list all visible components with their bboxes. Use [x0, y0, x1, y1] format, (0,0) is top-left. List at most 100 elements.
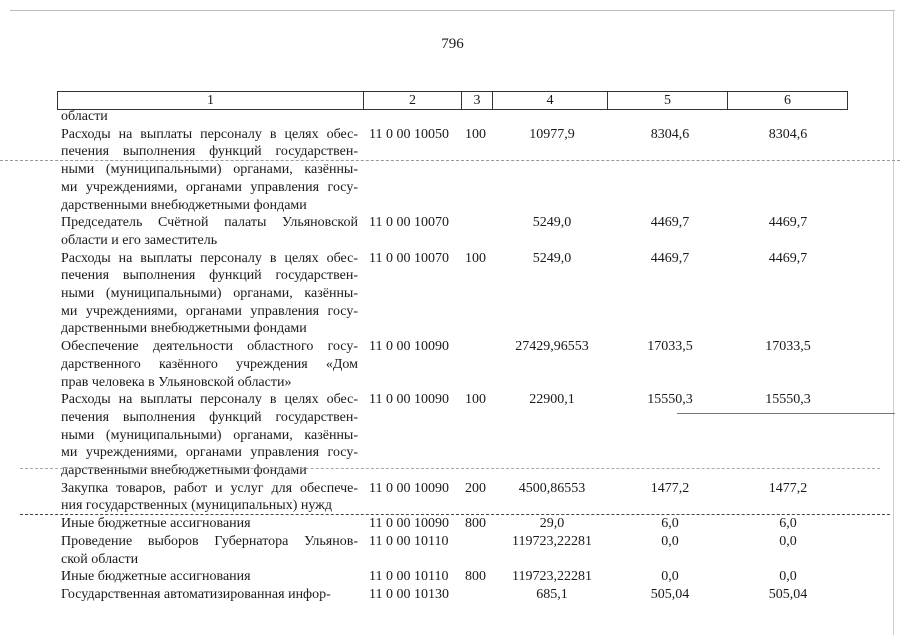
scan-line [677, 413, 895, 414]
row-value-4: 5249,0 [532, 250, 572, 266]
description-line: области [61, 109, 108, 124]
row-description: Иные бюджетные ассигнования [57, 568, 363, 586]
row-type [461, 108, 497, 126]
row-type [461, 214, 497, 249]
row-value-5: 6,0 [661, 516, 679, 532]
row-value-6: 4469,7 [768, 250, 808, 266]
row-value-6 [733, 108, 843, 126]
row-type: 800 [465, 569, 486, 585]
description-line: ными (муниципальными) органами, казённы- [61, 162, 358, 178]
description-line: Иные бюджетные ассигнования [61, 516, 251, 532]
row-description: Иные бюджетные ассигнования [57, 515, 363, 533]
table-row: Государственная автоматизированная инфор… [57, 586, 857, 604]
row-code: 11 0 00 10130 [369, 586, 449, 602]
row-value-6: 0,0 [779, 569, 797, 585]
row-value-4: 4500,86553 [518, 480, 586, 496]
description-line: Расходы на выплаты персоналу в целях обе… [61, 126, 358, 142]
row-type [461, 586, 497, 604]
table-body: области Расходы на выплаты персоналу в це… [57, 108, 857, 604]
row-value-5: 8304,6 [650, 126, 690, 142]
description-line: области и его заместитель [61, 232, 218, 248]
row-code: 11 0 00 10110 [369, 533, 449, 549]
row-description: Расходы на выплаты персоналу в целях обе… [57, 391, 363, 480]
table-row: Председатель Счётной палаты Ульяновской о… [57, 214, 857, 249]
description-line: дарственными внебюджетными фондами [61, 321, 307, 337]
row-value-4: 685,1 [536, 586, 568, 602]
scan-line [20, 468, 880, 469]
table-row: Иные бюджетные ассигнования 11 0 00 10110… [57, 568, 857, 586]
page-edge-right [893, 10, 894, 635]
row-value-6: 1477,2 [768, 480, 808, 496]
row-code: 11 0 00 10090 [369, 480, 449, 496]
description-line: Иные бюджетные ассигнования [61, 569, 251, 585]
description-line: ми учреждениями, органами управления гос… [61, 303, 358, 319]
header-col-1: 1 [58, 92, 364, 109]
row-description: Расходы на выплаты персоналу в целях обе… [57, 126, 363, 215]
row-value-5: 4469,7 [650, 250, 690, 266]
row-value-5: 17033,5 [647, 339, 693, 355]
table-row: Расходы на выплаты персоналу в целях обе… [57, 391, 857, 480]
row-code: 11 0 00 10090 [369, 339, 449, 355]
row-value-6: 0,0 [779, 533, 797, 549]
row-value-4: 119723,22281 [512, 569, 592, 585]
row-type: 100 [465, 126, 486, 142]
table-row: Закупка товаров, работ и услуг для обесп… [57, 480, 857, 515]
description-line: ния государственных (муниципальных) нужд [61, 498, 332, 514]
table-row: Расходы на выплаты персоналу в целях обе… [57, 126, 857, 215]
row-description: Государственная автоматизированная инфор… [57, 586, 363, 604]
description-line: ской области [61, 551, 139, 567]
page-edge-top [10, 10, 895, 11]
row-code: 11 0 00 10070 [369, 215, 449, 231]
row-type [461, 338, 497, 391]
description-line: Обеспечение деятельности областного госу… [61, 339, 358, 355]
row-code [363, 108, 461, 126]
row-value-6: 6,0 [779, 516, 797, 532]
row-type: 800 [465, 516, 486, 532]
table-row: Расходы на выплаты персоналу в целях обе… [57, 250, 857, 339]
table-row: Иные бюджетные ассигнования 11 0 00 10090… [57, 515, 857, 533]
table-row: Проведение выборов Губернатора Ульянов-с… [57, 533, 857, 568]
table-row: области [57, 108, 857, 126]
description-line: Расходы на выплаты персоналу в целях обе… [61, 392, 358, 408]
description-line: дарственными внебюджетными фондами [61, 197, 307, 213]
table-row: Обеспечение деятельности областного госу… [57, 338, 857, 391]
header-col-4: 4 [493, 92, 608, 109]
row-value-6: 505,04 [768, 586, 808, 602]
row-value-4: 29,0 [539, 516, 565, 532]
row-description: области [57, 108, 363, 126]
header-col-6: 6 [784, 93, 791, 108]
row-type: 200 [465, 480, 486, 496]
description-line: дарственными внебюджетными фондами [61, 463, 307, 479]
row-value-4: 10977,9 [529, 126, 575, 142]
row-value-6: 17033,5 [765, 339, 811, 355]
row-value-4 [497, 108, 607, 126]
description-line: ми учреждениями, органами управления гос… [61, 445, 358, 461]
row-description: Обеспечение деятельности областного госу… [57, 338, 363, 391]
row-value-4: 5249,0 [532, 215, 572, 231]
description-line: печения выполнения функций государствен- [61, 144, 358, 160]
row-type: 100 [465, 392, 486, 408]
row-description: Закупка товаров, работ и услуг для обесп… [57, 480, 363, 515]
description-line: Государственная автоматизированная инфор… [61, 586, 331, 602]
row-value-5: 0,0 [661, 569, 679, 585]
row-code: 11 0 00 10050 [369, 126, 449, 142]
scan-line [20, 514, 890, 515]
row-value-5: 15550,3 [647, 392, 693, 408]
description-line: ми учреждениями, органами управления гос… [61, 179, 358, 195]
row-value-6: 4469,7 [768, 215, 808, 231]
row-code: 11 0 00 10110 [369, 569, 449, 585]
row-value-6: 8304,6 [768, 126, 808, 142]
row-value-5 [607, 108, 733, 126]
row-description: Расходы на выплаты персоналу в целях обе… [57, 250, 363, 339]
row-type [461, 533, 497, 568]
row-code: 11 0 00 10090 [369, 392, 449, 408]
row-description: Председатель Счётной палаты Ульяновской о… [57, 214, 363, 249]
description-line: Председатель Счётной палаты Ульяновской [61, 215, 358, 231]
row-value-5: 0,0 [661, 533, 679, 549]
row-value-4: 119723,22281 [512, 533, 592, 549]
row-value-6: 15550,3 [765, 392, 811, 408]
row-description: Проведение выборов Губернатора Ульянов-с… [57, 533, 363, 568]
row-code: 11 0 00 10070 [369, 250, 449, 266]
row-value-5: 505,04 [650, 586, 690, 602]
description-line: прав человека в Ульяновской области» [61, 374, 292, 390]
